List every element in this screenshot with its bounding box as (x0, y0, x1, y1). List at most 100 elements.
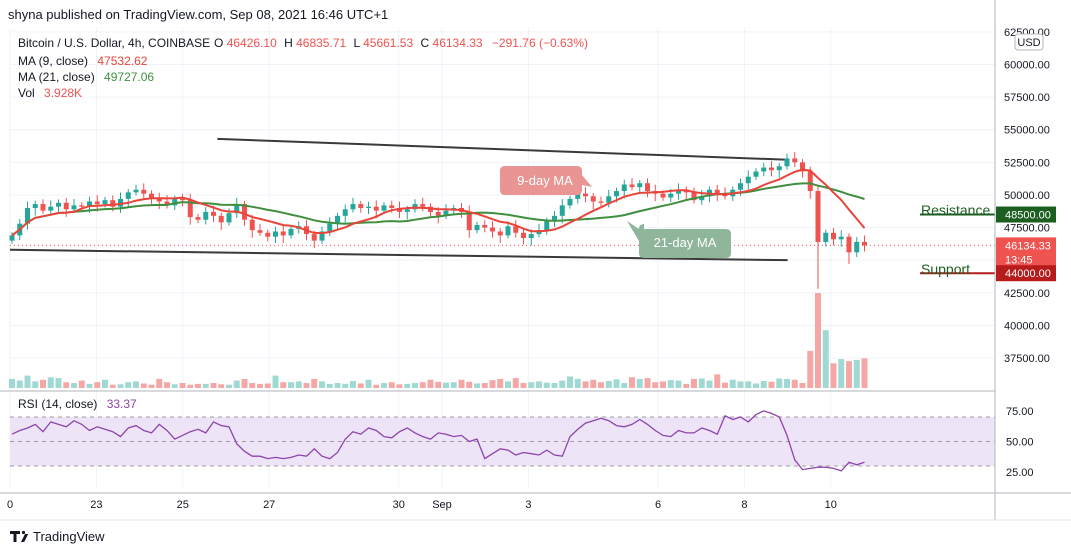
resistance-label: Resistance (921, 202, 990, 218)
candle-body (497, 231, 503, 236)
volume-bar (272, 375, 279, 388)
volume-bar (698, 378, 705, 388)
currency-box[interactable] (1014, 33, 1044, 51)
ohlc-readout: O 46426.10 H 46835.71 L 45661.53 C 46134… (214, 36, 588, 50)
volume-bar (644, 378, 651, 388)
volume-bar (745, 381, 752, 388)
axes: 62500.0060000.0057500.0055000.0052500.00… (0, 0, 1071, 521)
candle-body (156, 197, 162, 202)
candle-body (40, 204, 46, 211)
candle-body (373, 206, 379, 211)
volume-bar (497, 378, 504, 388)
volume-bar (481, 383, 488, 388)
tradingview-logo-icon (10, 531, 20, 542)
volume-bar (574, 378, 581, 388)
ma21-legend-value: 49727.06 (104, 70, 154, 84)
trend-line-lower (9, 248, 788, 262)
volume-bar (357, 383, 364, 388)
candle-body (490, 227, 495, 232)
c-value: 46134.33 (433, 36, 483, 50)
candle-body (203, 211, 209, 220)
volume-bar (458, 379, 465, 388)
volume-bar (706, 380, 713, 388)
candle-body (79, 205, 85, 207)
candle-body (831, 232, 836, 240)
volume-bar (412, 383, 418, 388)
tradingview-logo-slash (21, 534, 29, 542)
volume-bar (396, 384, 403, 388)
volume-bar (543, 382, 550, 388)
resistance-price-tag-text: 48500.00 (1005, 210, 1051, 222)
symbol-title: Bitcoin / U.S. Dollar, 4h, COINBASE (18, 36, 210, 50)
candle-body (71, 205, 77, 210)
candle-body (180, 198, 185, 201)
grid-lines (9, 28, 995, 488)
volume-bar (799, 383, 806, 388)
candle-body (265, 232, 271, 237)
volume-bar (667, 380, 674, 388)
candle-body (25, 208, 30, 224)
volume-bar (582, 381, 589, 388)
volume-bar (334, 383, 341, 388)
candle-body (389, 205, 395, 208)
volume-bar (660, 381, 666, 388)
candle-body (846, 236, 852, 253)
time-tick-label: 25 (177, 499, 189, 511)
price-tick-label: 52500.00 (1004, 157, 1050, 169)
tradingview-logo[interactable]: TradingView (10, 529, 105, 544)
volume-bar (714, 374, 721, 388)
candle-body (800, 162, 805, 172)
time-tick-label: 27 (263, 499, 275, 511)
volume-bar (179, 383, 186, 388)
volume-bar (520, 383, 527, 388)
ma21-legend-label: MA (21, close) (18, 70, 95, 84)
volume-bar (133, 381, 139, 388)
volume-bar (195, 383, 201, 388)
candle-body (125, 192, 131, 199)
candle-body (110, 200, 116, 207)
candle-body (404, 209, 410, 212)
currency-label: USD (1017, 37, 1040, 49)
volume-bar (148, 384, 155, 388)
volume-bar (350, 380, 356, 388)
ma9-legend-label: MA (9, close) (18, 54, 88, 68)
volume-bar (691, 378, 697, 388)
candle-body (466, 211, 472, 231)
candle-body (288, 228, 294, 236)
volume-bar (683, 383, 690, 388)
volume-bar (156, 378, 163, 388)
rsi-band (10, 417, 995, 466)
price-tick-label: 40000.00 (1004, 320, 1050, 332)
volume-bar (264, 383, 271, 388)
volume-bar (71, 383, 77, 388)
resistance-price-tag-bg (996, 206, 1056, 223)
candle-body (164, 201, 170, 206)
candle-body (753, 171, 759, 177)
volume-bar (512, 378, 519, 388)
rsi-tick-label: 25.00 (1006, 467, 1034, 479)
volume-bar (373, 384, 380, 388)
candle-body (187, 200, 193, 218)
volume-bar (55, 378, 62, 388)
price-tick-label: 47500.00 (1004, 223, 1050, 235)
candle-body (645, 183, 650, 192)
volume-bar (117, 384, 124, 388)
volume-bar (295, 381, 302, 388)
volume-bar (776, 378, 783, 388)
volume-bar (381, 383, 387, 388)
volume-bar (636, 378, 643, 388)
volume-bar (536, 381, 542, 388)
candlestick-series[interactable] (9, 152, 868, 289)
candle-body (195, 217, 201, 220)
price-tick-label: 37500.00 (1004, 353, 1050, 365)
volume-bar (807, 350, 814, 388)
candle-body (598, 201, 604, 203)
candle-body (838, 236, 844, 240)
time-tick-label: 10 (825, 499, 837, 511)
support-price-tag-text: 44000.00 (1005, 268, 1051, 280)
candle-body (311, 234, 317, 241)
moving-averages (11, 168, 866, 237)
volume-bar (590, 379, 597, 388)
candle-body (443, 210, 449, 216)
